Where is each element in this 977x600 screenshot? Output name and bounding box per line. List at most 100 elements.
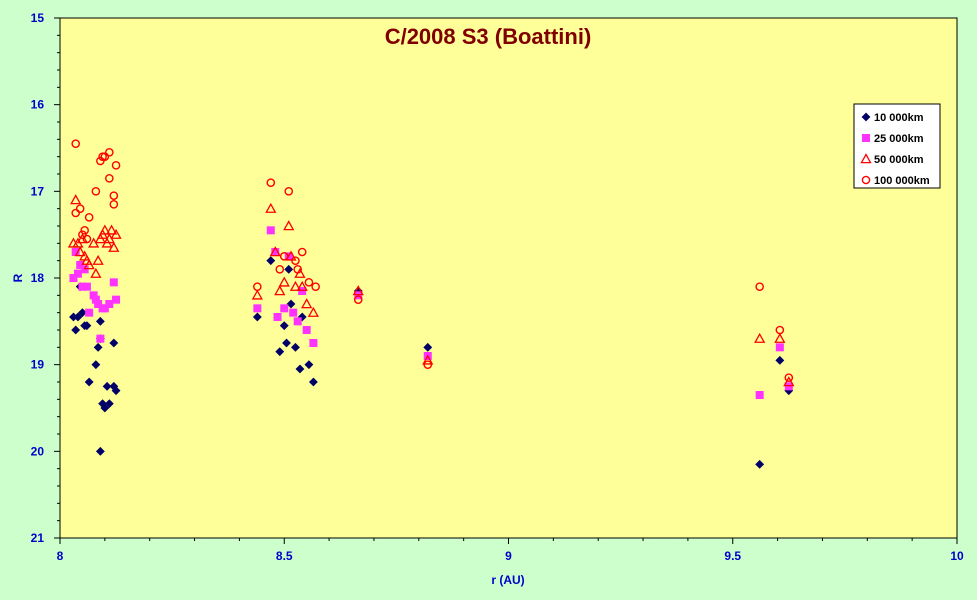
data-point: [91, 360, 101, 370]
data-point: [304, 278, 314, 287]
data-point: [99, 224, 111, 235]
x-tick-label: 9: [505, 549, 512, 563]
data-point: [285, 250, 297, 261]
data-point: [105, 174, 114, 183]
y-axis-title: R: [11, 273, 25, 282]
y-tick-label: 21: [31, 531, 45, 545]
data-point: [298, 287, 307, 295]
data-point: [69, 274, 78, 282]
legend-item: 10 000km: [861, 112, 924, 124]
data-point: [252, 312, 262, 322]
data-point: [82, 234, 92, 244]
legend-marker: [860, 153, 872, 164]
data-point: [354, 291, 363, 300]
data-point: [70, 194, 82, 205]
data-point: [289, 280, 302, 291]
data-point: [353, 295, 363, 304]
data-point: [73, 269, 82, 278]
data-point: [96, 334, 105, 343]
data-point: [102, 381, 112, 391]
y-tick-label: 20: [31, 444, 45, 458]
data-point: [309, 339, 318, 347]
data-point: [95, 316, 105, 326]
data-point: [253, 282, 262, 291]
data-point: [302, 326, 311, 334]
data-point: [311, 282, 320, 291]
data-point: [291, 256, 300, 265]
data-point: [307, 306, 320, 317]
data-point: [304, 360, 314, 370]
axis-ticks: 8 8.5 9 9.5 10 15 16 17 18 19 20 21: [31, 11, 964, 563]
data-point: [95, 446, 105, 456]
data-point: [266, 226, 275, 235]
legend-marker: [861, 175, 871, 185]
data-point: [71, 208, 80, 218]
y-tick-label: 16: [31, 98, 45, 112]
x-axis-title: r (AU): [491, 573, 524, 587]
legend-label: 25 000km: [874, 133, 924, 145]
legend-marker: [862, 134, 870, 142]
data-point: [80, 265, 89, 274]
data-point: [76, 261, 85, 269]
data-point: [293, 265, 303, 274]
data-point: [783, 376, 795, 387]
data-point: [105, 224, 118, 235]
data-point: [282, 338, 291, 348]
data-point: [71, 139, 80, 148]
data-point: [755, 391, 764, 399]
data-point: [352, 285, 364, 296]
data-point: [78, 230, 87, 239]
y-tick-label: 15: [31, 11, 45, 25]
data-point: [104, 399, 114, 409]
data-point: [91, 187, 101, 196]
data-point: [775, 325, 785, 335]
data-point: [283, 220, 295, 231]
data-point: [105, 300, 114, 308]
data-point: [93, 342, 103, 352]
data-point: [100, 304, 109, 313]
y-tick-label: 19: [31, 358, 45, 372]
legend-label: 100 000km: [874, 175, 930, 187]
data-point: [293, 317, 302, 326]
data-point: [82, 282, 91, 291]
data-point: [92, 254, 104, 265]
data-point: [100, 403, 110, 413]
data-point: [755, 282, 764, 291]
data-point: [273, 313, 282, 321]
data-point: [423, 342, 433, 352]
legend-item: 50 000km: [860, 153, 924, 166]
data-point: [775, 355, 785, 365]
plot-area: [59, 17, 958, 539]
x-tick-label: 9.5: [724, 549, 741, 563]
legend: 10 000km 25 000km 50 000km 100 000km: [853, 103, 941, 189]
series-1: [69, 256, 794, 469]
data-point: [78, 308, 87, 318]
data-point: [297, 247, 307, 257]
data-point: [111, 386, 121, 396]
data-point: [78, 282, 87, 291]
data-point: [83, 259, 95, 270]
legend-marker: [861, 112, 871, 122]
data-point: [109, 278, 118, 287]
data-point: [774, 332, 786, 343]
legend-item: 100 000km: [861, 175, 930, 187]
data-point: [109, 191, 119, 200]
data-point: [279, 321, 289, 331]
data-point: [279, 252, 289, 261]
data-point: [274, 285, 286, 296]
data-point: [266, 256, 276, 266]
data-point: [422, 354, 434, 365]
data-point: [84, 213, 94, 222]
data-point: [85, 308, 94, 317]
data-point: [112, 295, 121, 304]
data-point: [100, 152, 110, 161]
data-point: [71, 248, 80, 256]
data-point: [94, 300, 103, 308]
data-point: [71, 325, 81, 335]
data-point: [90, 267, 102, 278]
data-point: [253, 304, 262, 313]
data-point: [73, 312, 83, 322]
data-point: [271, 248, 280, 256]
data-point: [111, 161, 121, 170]
data-point: [96, 156, 105, 166]
